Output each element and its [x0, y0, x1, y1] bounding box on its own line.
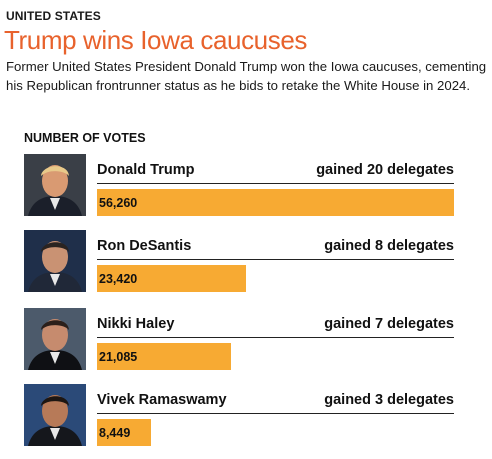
delegates-label: gained 8 delegates — [324, 238, 454, 254]
candidate-photo — [24, 308, 86, 370]
row-divider — [97, 337, 454, 338]
subhead: Former United States President Donald Tr… — [6, 59, 487, 93]
candidate-photo — [24, 154, 86, 216]
candidate-photo — [24, 230, 86, 292]
vote-bar — [97, 419, 151, 446]
vote-bar — [97, 265, 246, 292]
row-divider — [97, 259, 454, 260]
chart-title: NUMBER OF VOTES — [24, 131, 146, 145]
candidate-row: Nikki Haley gained 7 delegates 21,085 — [0, 308, 492, 378]
vote-bar — [97, 343, 231, 370]
headline: Trump wins Iowa caucuses — [4, 25, 307, 55]
delegates-label: gained 3 delegates — [324, 392, 454, 408]
vote-count: 8,449 — [99, 426, 131, 440]
kicker: UNITED STATES — [6, 9, 101, 23]
candidate-name: Ron DeSantis — [97, 238, 192, 254]
delegates-label: gained 20 delegates — [316, 162, 454, 178]
candidate-row: Ron DeSantis gained 8 delegates 23,420 — [0, 230, 492, 300]
delegates-label: gained 7 delegates — [324, 316, 454, 332]
vote-count: 23,420 — [99, 272, 138, 286]
candidate-photo — [24, 384, 86, 446]
vote-count: 21,085 — [99, 350, 138, 364]
vote-count: 56,260 — [99, 196, 138, 210]
candidate-row: Donald Trump gained 20 delegates 56,260 — [0, 154, 492, 224]
row-divider — [97, 413, 454, 414]
candidate-name: Donald Trump — [97, 162, 195, 178]
candidate-name: Vivek Ramaswamy — [97, 392, 227, 408]
candidate-name: Nikki Haley — [97, 316, 175, 332]
row-divider — [97, 183, 454, 184]
vote-bar — [97, 189, 454, 216]
candidate-row: Vivek Ramaswamy gained 3 delegates 8,449 — [0, 384, 492, 454]
